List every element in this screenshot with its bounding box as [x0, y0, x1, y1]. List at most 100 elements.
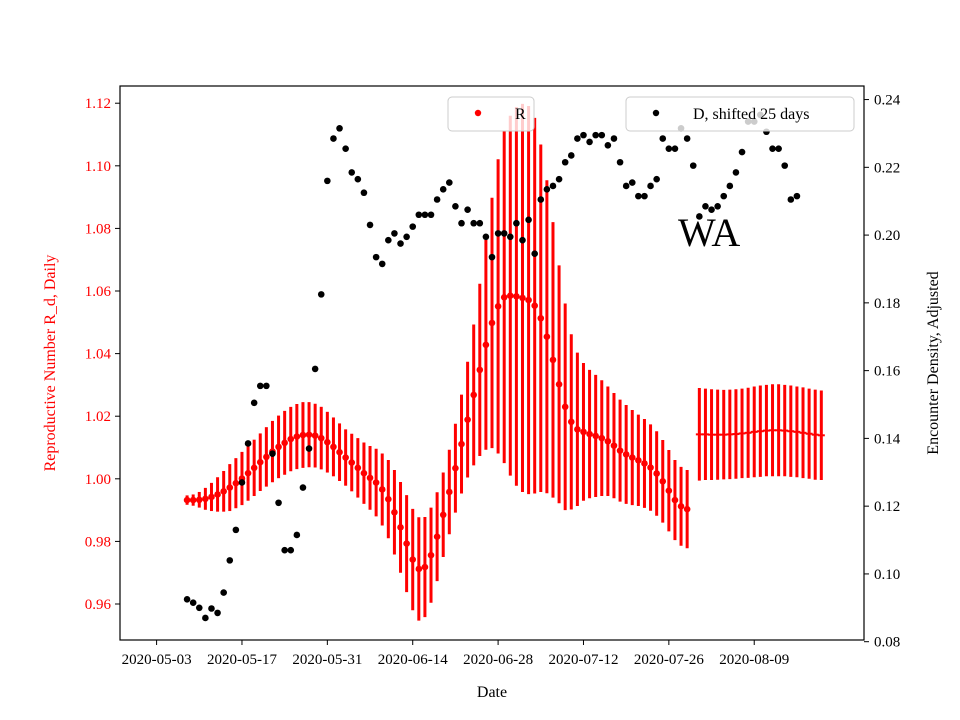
- d-point: [506, 233, 514, 241]
- d-point: [726, 182, 734, 190]
- legend-d-box: [625, 96, 855, 132]
- r-point: [500, 293, 508, 301]
- state-annotation: WA: [678, 210, 740, 255]
- d-point: [421, 211, 429, 219]
- r-point: [263, 453, 270, 461]
- r-point: [250, 464, 258, 472]
- r-point: [641, 460, 648, 467]
- r-point: [287, 435, 295, 443]
- r-point: [342, 454, 349, 461]
- r-point: [604, 437, 612, 445]
- y-left-tick-label: 0.96: [85, 597, 112, 613]
- r-point: [683, 505, 691, 513]
- d-point: [195, 604, 203, 612]
- r-error-bars: [185, 103, 823, 621]
- d-point: [665, 145, 673, 152]
- y-right-tick-label: 0.16: [874, 364, 901, 380]
- d-point: [470, 219, 478, 227]
- r-point: [635, 457, 642, 464]
- d-point: [366, 221, 374, 229]
- d-point: [567, 152, 575, 159]
- d-point: [775, 145, 782, 152]
- r-point: [616, 447, 624, 454]
- x-axis-label: Date: [477, 684, 507, 701]
- r-point: [537, 314, 545, 322]
- x-axis: 2020-05-03 2020-05-17 2020-05-31 2020-06-14…: [122, 640, 789, 668]
- d-point: [702, 202, 709, 210]
- r-point: [372, 479, 380, 486]
- r-point: [488, 319, 496, 327]
- r-point: [610, 442, 618, 449]
- r-point: [561, 403, 569, 411]
- d-point: [482, 233, 490, 241]
- y-left-tick-label: 1.08: [85, 221, 111, 237]
- d-point: [372, 253, 380, 261]
- r-point: [208, 493, 215, 501]
- d-point: [720, 192, 728, 200]
- plot-frame: [119, 85, 865, 641]
- legend-r: R: [447, 96, 535, 132]
- r-point: [360, 469, 368, 477]
- d-point: [293, 531, 301, 539]
- d-point: [537, 196, 545, 203]
- d-point: [555, 175, 563, 183]
- d-point: [360, 189, 368, 197]
- r-point: [525, 296, 532, 304]
- d-point: [269, 450, 276, 457]
- y-right-tick-label: 0.14: [874, 431, 901, 447]
- legend-d: D, shifted 25 days: [625, 96, 855, 132]
- d-point: [708, 206, 715, 213]
- y-right-tick-label: 0.12: [874, 499, 900, 515]
- r-point: [256, 458, 264, 466]
- r-point: [464, 416, 471, 423]
- r-point: [628, 454, 636, 461]
- d-point: [793, 192, 801, 200]
- r-point: [452, 464, 459, 472]
- d-point: [214, 609, 221, 617]
- r-point: [330, 443, 337, 451]
- r-point: [403, 540, 410, 547]
- r-point: [189, 496, 197, 504]
- r-point: [293, 433, 301, 440]
- d-point: [500, 230, 508, 237]
- legend-d-marker: [652, 109, 660, 117]
- r-point: [421, 563, 429, 571]
- r-point: [378, 486, 386, 493]
- r-point: [574, 426, 581, 433]
- d-point: [427, 211, 435, 219]
- d-point: [238, 479, 246, 486]
- r-projection-series: [695, 429, 825, 437]
- d-point: [397, 240, 404, 247]
- d-point: [263, 382, 270, 390]
- y-left-tick-label: 1.02: [85, 409, 111, 425]
- y-axis-right-label: Encounter Density, Adjusted: [925, 271, 942, 454]
- d-point: [738, 148, 746, 156]
- r-point: [506, 292, 514, 300]
- r-point: [305, 431, 313, 438]
- d-point: [244, 440, 252, 447]
- x-tick-label: 2020-07-12: [548, 652, 618, 668]
- r-point: [549, 356, 557, 364]
- y-axis-left: 0.96 0.98 1.00 1.02 1.04 1.06 1.08 1.10 1.12: [85, 96, 120, 613]
- r-point: [433, 533, 441, 541]
- d-point: [641, 192, 648, 200]
- d-point: [250, 399, 258, 407]
- r-point: [348, 459, 356, 466]
- y-left-tick-label: 1.06: [85, 284, 112, 300]
- r-point: [415, 565, 423, 573]
- r-point: [592, 432, 599, 440]
- d-point: [604, 141, 612, 149]
- d-point: [317, 291, 325, 298]
- d-point: [689, 162, 697, 169]
- r-point: [195, 496, 203, 504]
- y-left-tick-label: 0.98: [85, 534, 111, 550]
- d-point: [531, 250, 538, 258]
- d-point: [580, 131, 587, 139]
- d-point: [299, 484, 307, 491]
- r-point: [324, 438, 331, 446]
- r-point: [183, 496, 191, 504]
- x-tick-label: 2020-05-31: [292, 652, 362, 668]
- r-point: [275, 443, 282, 451]
- r-point: [202, 495, 209, 503]
- y-right-tick-label: 0.18: [874, 296, 900, 312]
